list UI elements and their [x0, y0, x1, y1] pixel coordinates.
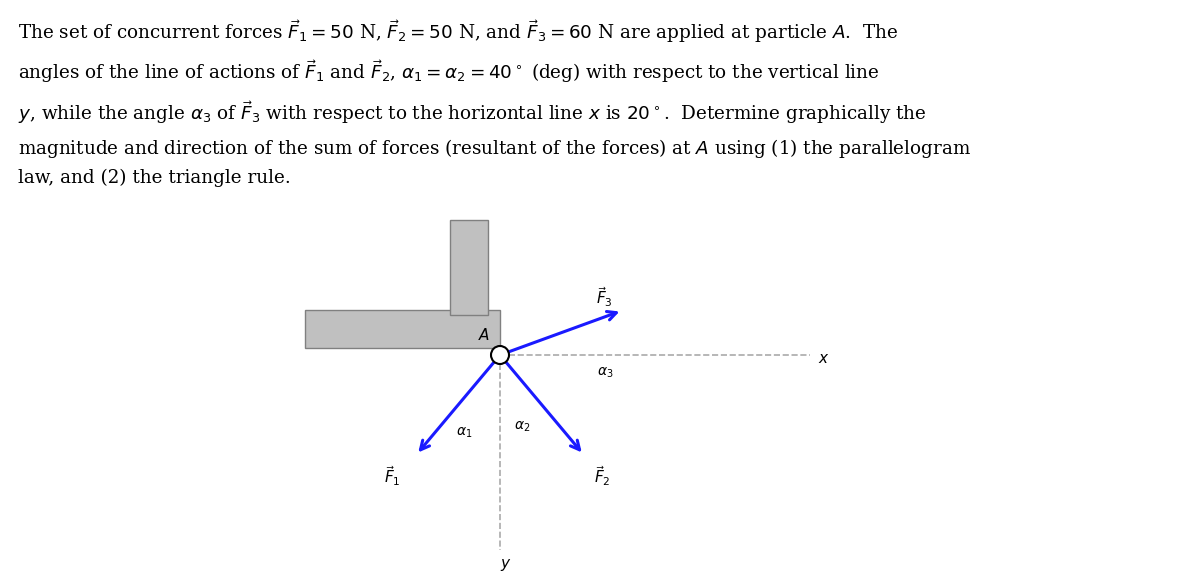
Text: $A$: $A$ [478, 327, 490, 343]
Text: $\vec{F}_2$: $\vec{F}_2$ [594, 464, 610, 488]
Text: $\alpha_1$: $\alpha_1$ [456, 426, 472, 440]
Bar [450, 220, 488, 315]
Bar [305, 310, 500, 348]
Text: $\alpha_2$: $\alpha_2$ [514, 420, 530, 434]
Text: $x$: $x$ [818, 352, 829, 366]
Text: $\vec{F}_3$: $\vec{F}_3$ [596, 285, 613, 309]
Circle shape [491, 346, 509, 364]
Text: The set of concurrent forces $\vec{F}_1 = 50$ N, $\vec{F}_2 = 50$ N, and $\vec{F: The set of concurrent forces $\vec{F}_1 … [18, 18, 971, 187]
Text: $\vec{F}_1$: $\vec{F}_1$ [384, 464, 401, 488]
Text: $y$: $y$ [500, 557, 511, 573]
Text: $\alpha_3$: $\alpha_3$ [596, 366, 613, 380]
